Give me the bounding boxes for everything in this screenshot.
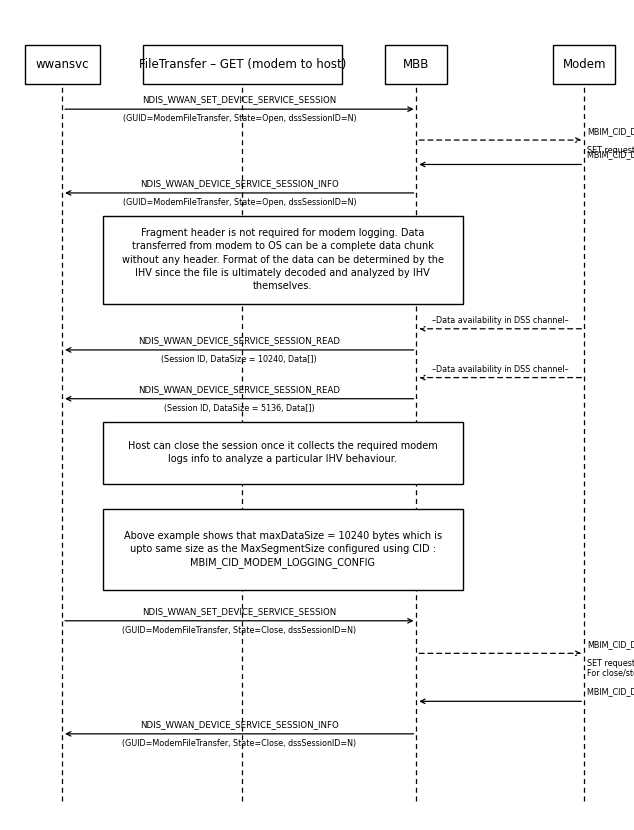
Text: FileTransfer – GET (modem to host): FileTransfer – GET (modem to host) [139, 58, 346, 71]
Text: –Data availability in DSS channel–: –Data availability in DSS channel– [432, 315, 569, 325]
Text: Fragment header is not required for modem logging. Data
transferred from modem t: Fragment header is not required for mode… [122, 228, 444, 291]
Text: (GUID=ModemFileTransfer, State=Close, dssSessionID=N): (GUID=ModemFileTransfer, State=Close, ds… [122, 739, 356, 748]
Text: MBIM_CID_DSS_CONNECT: MBIM_CID_DSS_CONNECT [587, 127, 634, 136]
Bar [25, 45, 100, 84]
Text: NDIS_WWAN_DEVICE_SERVICE_SESSION_READ: NDIS_WWAN_DEVICE_SERVICE_SESSION_READ [138, 336, 340, 345]
Text: Host can close the session once it collects the required modem
logs info to anal: Host can close the session once it colle… [128, 442, 437, 465]
Bar [553, 45, 615, 84]
Text: (GUID=ModemFileTransfer, State=Close, dssSessionID=N): (GUID=ModemFileTransfer, State=Close, ds… [122, 626, 356, 635]
Text: Above example shows that maxDataSize = 10240 bytes which is
upto same size as th: Above example shows that maxDataSize = 1… [124, 530, 442, 568]
Text: (Session ID, DataSize = 5136, Data[]): (Session ID, DataSize = 5136, Data[]) [164, 403, 314, 413]
Bar [103, 216, 463, 304]
Text: NDIS_WWAN_DEVICE_SERVICE_SESSION_READ: NDIS_WWAN_DEVICE_SERVICE_SESSION_READ [138, 385, 340, 394]
Text: wwansvc: wwansvc [36, 58, 89, 71]
Text: SET request for open/start session: SET request for open/start session [587, 146, 634, 154]
Text: (Session ID, DataSize = 10240, Data[]): (Session ID, DataSize = 10240, Data[]) [162, 354, 317, 364]
Bar [103, 422, 463, 484]
Text: SET request: SET request [587, 659, 634, 668]
Text: NDIS_WWAN_DEVICE_SERVICE_SESSION_INFO: NDIS_WWAN_DEVICE_SERVICE_SESSION_INFO [140, 720, 339, 729]
Text: (GUID=ModemFileTransfer, State=Open, dssSessionID=N): (GUID=ModemFileTransfer, State=Open, dss… [122, 198, 356, 207]
Text: NDIS_WWAN_DEVICE_SERVICE_SESSION_INFO: NDIS_WWAN_DEVICE_SERVICE_SESSION_INFO [140, 179, 339, 188]
Text: NDIS_WWAN_SET_DEVICE_SERVICE_SESSION: NDIS_WWAN_SET_DEVICE_SERVICE_SESSION [142, 607, 337, 616]
Text: MBIM_CID_DSS_CONNECT SET response: MBIM_CID_DSS_CONNECT SET response [587, 151, 634, 160]
Text: Modem: Modem [562, 58, 606, 71]
Bar [103, 509, 463, 590]
Text: (GUID=ModemFileTransfer, State=Open, dssSessionID=N): (GUID=ModemFileTransfer, State=Open, dss… [122, 114, 356, 123]
Text: MBIM_CID_DSS_CONNECT: MBIM_CID_DSS_CONNECT [587, 640, 634, 649]
Text: For close/stop session: For close/stop session [587, 669, 634, 678]
Bar [385, 45, 448, 84]
Bar [143, 45, 342, 84]
Text: MBIM_CID_DSS_CONNECT SET response: MBIM_CID_DSS_CONNECT SET response [587, 688, 634, 697]
Text: MBB: MBB [403, 58, 430, 71]
Text: NDIS_WWAN_SET_DEVICE_SERVICE_SESSION: NDIS_WWAN_SET_DEVICE_SERVICE_SESSION [142, 95, 337, 105]
Text: –Data availability in DSS channel–: –Data availability in DSS channel– [432, 364, 569, 374]
